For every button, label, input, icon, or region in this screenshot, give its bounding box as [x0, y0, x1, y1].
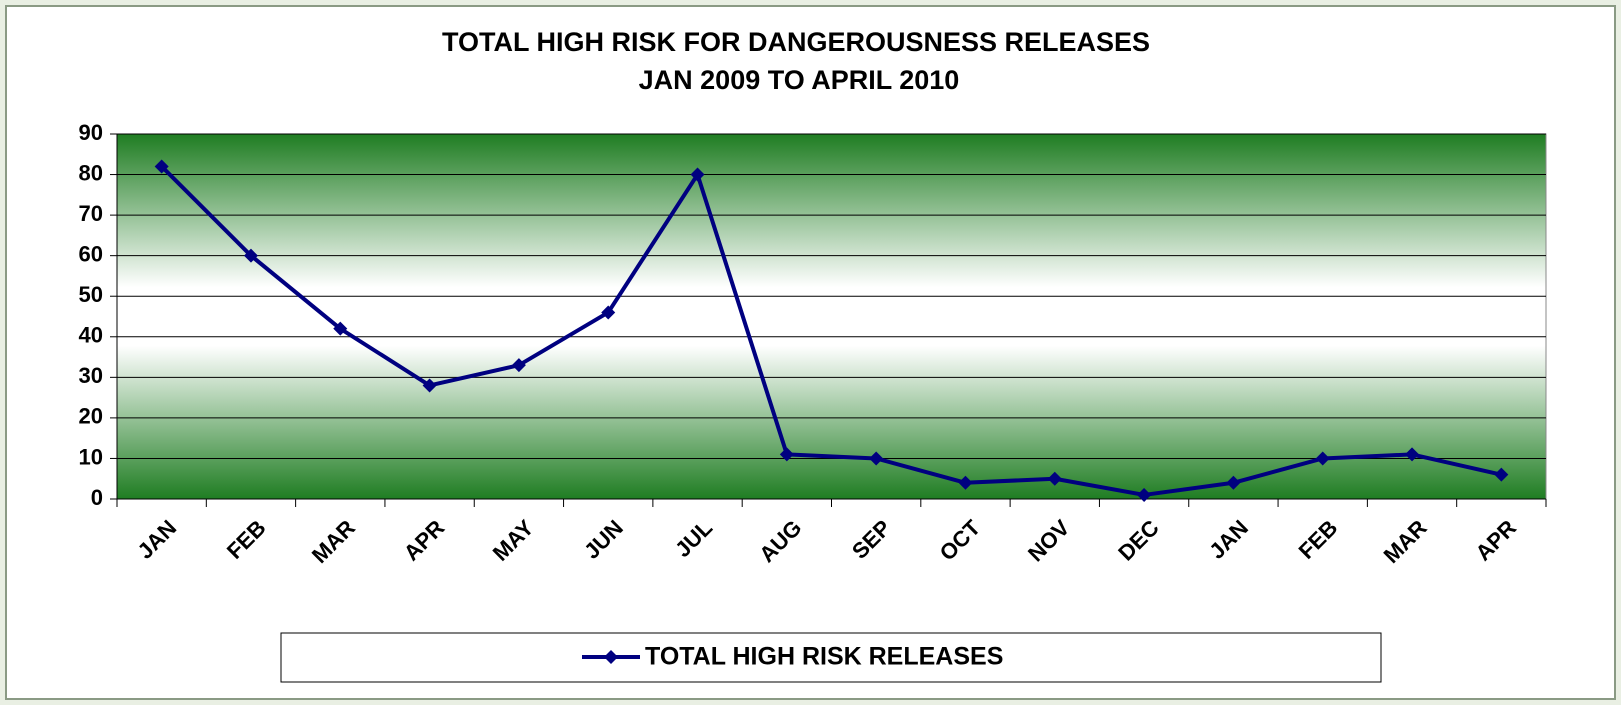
data-point	[333, 321, 348, 336]
data-point	[1137, 487, 1152, 502]
plot-area	[116, 133, 1547, 500]
y-tick-label: 80	[79, 160, 103, 185]
data-point	[1226, 475, 1241, 490]
data-point	[869, 451, 884, 466]
legend-marker	[604, 650, 618, 664]
legend-label: TOTAL HIGH RISK RELEASES	[645, 643, 1003, 671]
legend-box	[280, 632, 1382, 683]
data-point	[779, 447, 794, 462]
data-point	[958, 475, 973, 490]
data-point	[690, 167, 705, 182]
y-tick-label: 40	[79, 323, 103, 348]
y-tick-label: 70	[79, 201, 103, 226]
y-tick-label: 90	[79, 120, 103, 145]
data-point	[1405, 447, 1420, 462]
y-tick-label: 20	[79, 404, 103, 429]
series-line	[160, 165, 1502, 497]
data-point	[1315, 451, 1330, 466]
data-point	[511, 358, 526, 373]
chart-subtitle: JAN 2009 TO APRIL 2010	[639, 65, 960, 95]
data-point	[1494, 467, 1509, 482]
y-tick-label: 60	[79, 241, 103, 266]
y-tick-label: 10	[79, 444, 103, 469]
data-point	[154, 159, 169, 174]
y-tick-label: 0	[91, 485, 103, 510]
data-point	[243, 248, 258, 263]
data-point	[422, 378, 437, 393]
y-tick-label: 30	[79, 363, 103, 388]
data-point	[1047, 471, 1062, 486]
data-point	[601, 305, 616, 320]
y-tick-label: 50	[79, 282, 103, 307]
chart-title: TOTAL HIGH RISK FOR DANGEROUSNESS RELEAS…	[442, 27, 1150, 57]
